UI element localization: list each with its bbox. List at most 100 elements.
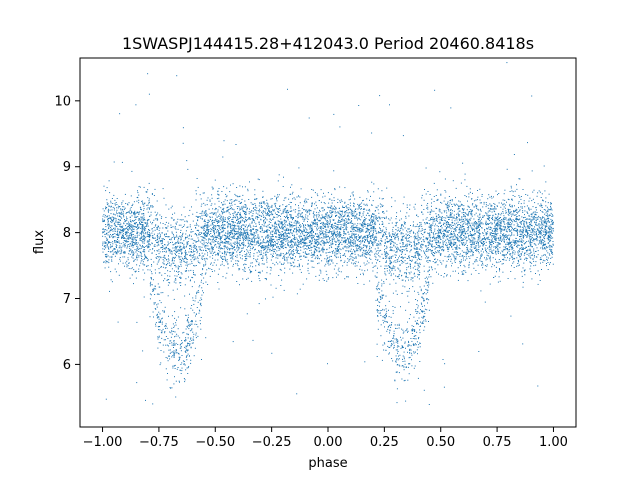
data-point	[147, 211, 149, 213]
data-point	[275, 223, 277, 225]
data-point	[346, 276, 348, 278]
data-point	[487, 214, 489, 216]
data-point	[196, 293, 198, 295]
data-point	[337, 238, 338, 240]
data-point	[329, 220, 331, 222]
data-point	[126, 240, 128, 242]
data-point	[257, 210, 259, 211]
data-point	[551, 252, 552, 254]
data-point	[522, 281, 524, 283]
data-point	[294, 265, 296, 267]
data-point	[125, 231, 127, 233]
data-point	[247, 226, 249, 227]
data-point	[382, 229, 384, 231]
data-point	[457, 267, 459, 269]
data-point	[350, 195, 351, 197]
data-point	[389, 235, 390, 237]
data-point	[499, 280, 501, 282]
data-point	[508, 249, 510, 251]
data-point	[165, 221, 167, 223]
data-point	[299, 230, 301, 232]
data-point	[549, 209, 551, 210]
data-point	[104, 230, 106, 232]
data-point	[188, 322, 190, 324]
data-point	[503, 238, 505, 240]
data-point	[412, 231, 414, 233]
data-point	[300, 271, 302, 273]
data-point	[492, 214, 494, 216]
data-point	[410, 267, 412, 269]
data-point	[113, 251, 115, 253]
data-point	[364, 236, 366, 238]
data-point	[514, 210, 516, 212]
data-point	[134, 237, 136, 239]
data-point	[442, 248, 444, 250]
data-point	[499, 229, 501, 231]
data-point	[488, 226, 490, 228]
data-point	[418, 317, 420, 319]
data-point	[513, 210, 514, 212]
data-point	[372, 222, 373, 223]
data-point	[427, 191, 429, 192]
data-point	[413, 206, 415, 208]
data-point	[531, 262, 533, 264]
data-point	[378, 216, 380, 218]
data-point	[518, 261, 520, 263]
data-point	[154, 211, 156, 213]
data-point	[112, 233, 114, 235]
data-point	[398, 260, 400, 262]
data-point	[341, 219, 343, 220]
data-point	[198, 239, 200, 241]
data-point	[479, 229, 480, 230]
data-point	[233, 225, 234, 226]
data-point	[212, 239, 214, 241]
data-point	[313, 211, 315, 213]
data-point	[281, 224, 283, 226]
data-point	[546, 226, 548, 228]
data-point	[420, 230, 422, 232]
data-point	[526, 218, 528, 220]
data-point	[384, 242, 386, 244]
data-point	[433, 210, 435, 212]
data-point	[300, 247, 302, 248]
data-point	[530, 257, 532, 259]
data-point	[475, 224, 477, 226]
data-point	[250, 211, 252, 213]
data-point	[196, 224, 198, 226]
data-point	[456, 226, 458, 228]
data-point	[138, 254, 140, 256]
data-point	[364, 216, 366, 218]
data-point	[424, 232, 426, 233]
data-point	[221, 223, 223, 225]
data-point	[455, 247, 457, 249]
data-point	[312, 230, 313, 232]
data-point	[502, 238, 504, 240]
data-point	[494, 246, 496, 247]
data-point	[419, 224, 421, 226]
data-point	[534, 221, 535, 223]
data-point	[276, 229, 278, 231]
data-point	[120, 213, 122, 215]
data-point	[310, 243, 312, 245]
data-point	[277, 223, 279, 225]
data-point	[404, 256, 406, 258]
data-point	[274, 195, 276, 197]
data-point	[165, 323, 167, 325]
data-point	[175, 246, 177, 248]
data-point	[187, 334, 189, 336]
data-point	[132, 241, 134, 243]
data-point	[489, 232, 491, 234]
data-point	[461, 232, 463, 234]
data-point	[200, 236, 202, 237]
data-point	[430, 218, 432, 220]
data-point	[184, 381, 186, 383]
data-point	[343, 219, 345, 221]
data-point	[252, 246, 254, 248]
data-point	[541, 240, 543, 242]
data-point	[159, 240, 161, 241]
data-point	[528, 234, 530, 236]
data-point	[215, 220, 217, 222]
data-point	[138, 213, 140, 215]
data-point	[250, 226, 252, 228]
data-point	[112, 220, 114, 222]
